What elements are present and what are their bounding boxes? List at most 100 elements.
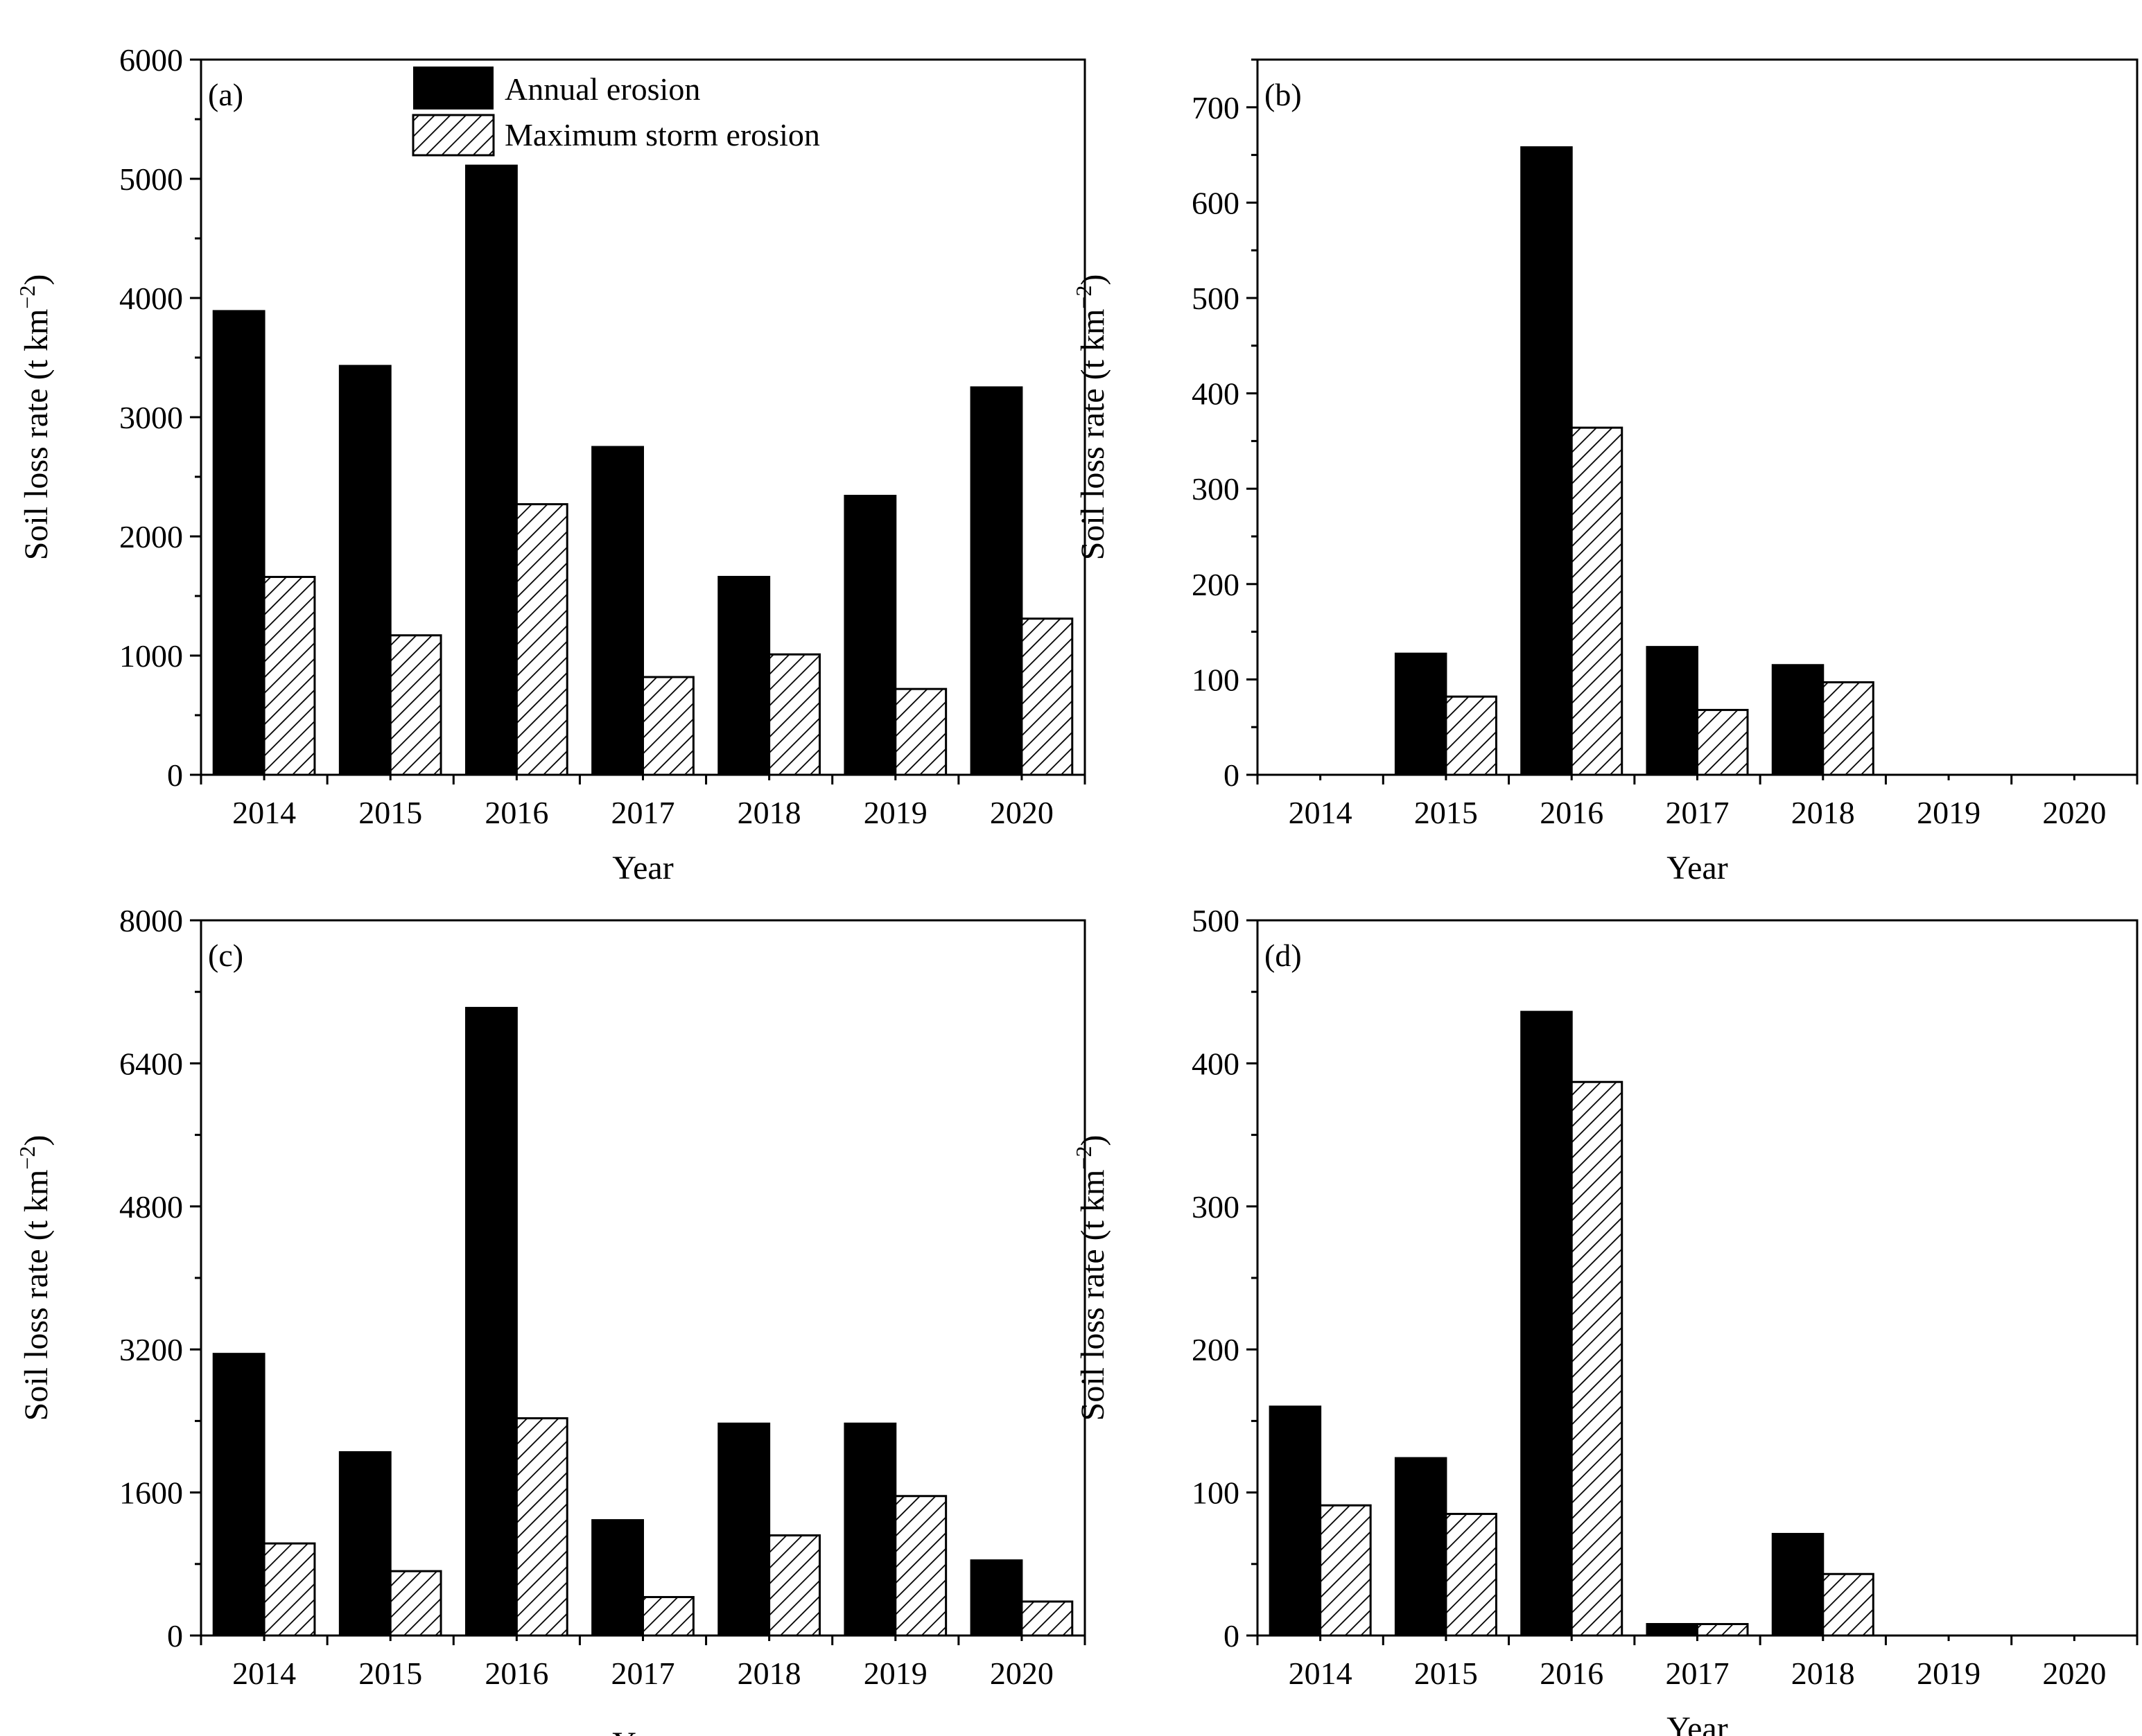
- y-tick-label: 100: [1192, 1475, 1239, 1511]
- x-tick-label: 2016: [1540, 795, 1603, 830]
- bar-annual-2018: [717, 1422, 771, 1637]
- panel-label: (a): [208, 77, 243, 112]
- bar-storm-2019: [894, 1495, 948, 1637]
- y-tick-label: 3000: [119, 400, 183, 435]
- bar-storm-2020: [1020, 1600, 1074, 1637]
- x-tick-label: 2019: [1917, 1656, 1980, 1691]
- bar-storm-2014: [1319, 1504, 1372, 1637]
- y-axis-title: Soil loss rate (t km−2): [15, 274, 55, 561]
- panel-a: 0 1000 2000 3000 4000 5000 6000 2014 2015 2016 201…: [15, 42, 1086, 886]
- bar-storm-2015: [1445, 695, 1497, 776]
- x-axis-title: Year: [1666, 850, 1727, 886]
- y-tick-label: 1600: [119, 1475, 183, 1511]
- bar-storm-2018: [1822, 1572, 1874, 1637]
- y-tick-label: 0: [1224, 757, 1239, 793]
- legend-annual-label: Annual erosion: [505, 71, 700, 107]
- bar-annual-2015: [338, 365, 392, 776]
- bar-annual-2017: [591, 446, 645, 776]
- legend-storm-label: Maximum storm erosion: [505, 117, 820, 152]
- x-tick-label: 2019: [864, 1656, 928, 1691]
- x-tick-label: 2019: [1917, 795, 1980, 830]
- x-tick-label: 2018: [1791, 795, 1855, 830]
- legend-annual-swatch: [413, 67, 494, 109]
- y-tick-label: 6400: [119, 1046, 183, 1081]
- x-tick-label: 2014: [1289, 1656, 1352, 1691]
- bar-annual-2015: [1394, 652, 1447, 776]
- plot-frame: [1256, 919, 2139, 1637]
- bar-storm-2014: [263, 1542, 316, 1637]
- x-tick-label: 2016: [485, 1656, 548, 1691]
- y-tick-label: 1000: [119, 638, 183, 674]
- x-axis-title: Year: [612, 1726, 673, 1736]
- x-tick-label: 2015: [358, 1656, 422, 1691]
- y-axis-title: Soil loss rate (t km−2): [1071, 274, 1111, 561]
- panel-label: (b): [1264, 77, 1302, 112]
- y-tick-label: 500: [1192, 281, 1239, 316]
- x-axis-title: Year: [612, 850, 673, 886]
- panel-label: (d): [1264, 938, 1302, 973]
- bar-annual-2016: [1520, 146, 1573, 776]
- x-tick-label: 2017: [1666, 795, 1730, 830]
- bar-storm-2020: [1020, 617, 1074, 776]
- bar-storm-2017: [642, 676, 695, 776]
- x-tick-label: 2014: [232, 1656, 296, 1691]
- x-axis-title: Year: [1666, 1710, 1727, 1736]
- bar-annual-2016: [1520, 1010, 1573, 1637]
- panel-c: 0 1600 3200 4800 6400 8000 2014 2015 2016 2017 201…: [15, 903, 1086, 1736]
- bar-annual-2014: [212, 310, 265, 776]
- y-tick-label: 400: [1192, 376, 1239, 412]
- panel-b: 0 100 200 300 400 500 600 700 2014 2015 2016 2017 20…: [1071, 58, 2139, 886]
- bar-annual-2019: [844, 495, 897, 776]
- x-tick-label: 2020: [990, 1656, 1054, 1691]
- x-tick-label: 2019: [864, 795, 928, 830]
- y-tick-label: 200: [1192, 567, 1239, 602]
- bar-annual-2020: [970, 1559, 1023, 1637]
- bar-storm-2019: [894, 687, 948, 776]
- y-tick-label: 400: [1192, 1046, 1239, 1081]
- bar-annual-2017: [1646, 1622, 1698, 1637]
- y-tick-label: 500: [1192, 903, 1239, 938]
- y-tick-label: 4800: [119, 1189, 183, 1225]
- x-tick-label: 2020: [2042, 795, 2106, 830]
- bar-storm-2016: [515, 503, 568, 776]
- y-tick-label: 0: [167, 1618, 183, 1654]
- x-tick-label: 2015: [1414, 1656, 1478, 1691]
- bar-annual-2020: [970, 386, 1023, 776]
- bar-storm-2018: [768, 653, 821, 776]
- x-tick-label: 2017: [611, 795, 675, 830]
- y-tick-label: 300: [1192, 471, 1239, 507]
- bar-storm-2015: [389, 634, 442, 776]
- bar-storm-2018: [1822, 681, 1874, 776]
- x-tick-label: 2018: [738, 795, 801, 830]
- legend: Annual erosion Maximum storm erosion: [412, 67, 820, 157]
- bar-storm-2016: [1570, 1080, 1623, 1637]
- bar-annual-2014: [1269, 1405, 1322, 1637]
- bar-annual-2018: [717, 575, 771, 776]
- bar-storm-2015: [1445, 1513, 1497, 1637]
- y-tick-label: 3200: [119, 1332, 183, 1367]
- bar-annual-2015: [338, 1451, 392, 1637]
- x-tick-label: 2014: [232, 795, 296, 830]
- x-tick-label: 2018: [738, 1656, 801, 1691]
- bar-annual-2019: [844, 1422, 897, 1637]
- legend-storm-swatch: [412, 114, 495, 157]
- panel-label: (c): [208, 938, 243, 973]
- y-tick-label: 100: [1192, 662, 1239, 697]
- bar-storm-2017: [642, 1596, 695, 1637]
- x-tick-label: 2018: [1791, 1656, 1855, 1691]
- bar-storm-2017: [1696, 708, 1749, 776]
- bar-storm-2014: [263, 575, 316, 776]
- x-tick-label: 2020: [990, 795, 1054, 830]
- bar-storm-2018: [768, 1534, 821, 1637]
- panel-d: 0 100 200 300 400 500 2014 2015 2016 2017 2018 2019…: [1071, 903, 2139, 1736]
- x-tick-label: 2016: [485, 795, 548, 830]
- bar-storm-2016: [515, 1417, 568, 1637]
- bar-annual-2018: [1771, 1532, 1825, 1637]
- y-tick-label: 300: [1192, 1189, 1239, 1225]
- x-tick-label: 2015: [358, 795, 422, 830]
- y-tick-label: 600: [1192, 185, 1239, 220]
- bar-storm-2016: [1570, 426, 1623, 776]
- x-tick-label: 2015: [1414, 795, 1478, 830]
- bar-annual-2014: [212, 1353, 265, 1637]
- bar-storm-2015: [389, 1570, 442, 1637]
